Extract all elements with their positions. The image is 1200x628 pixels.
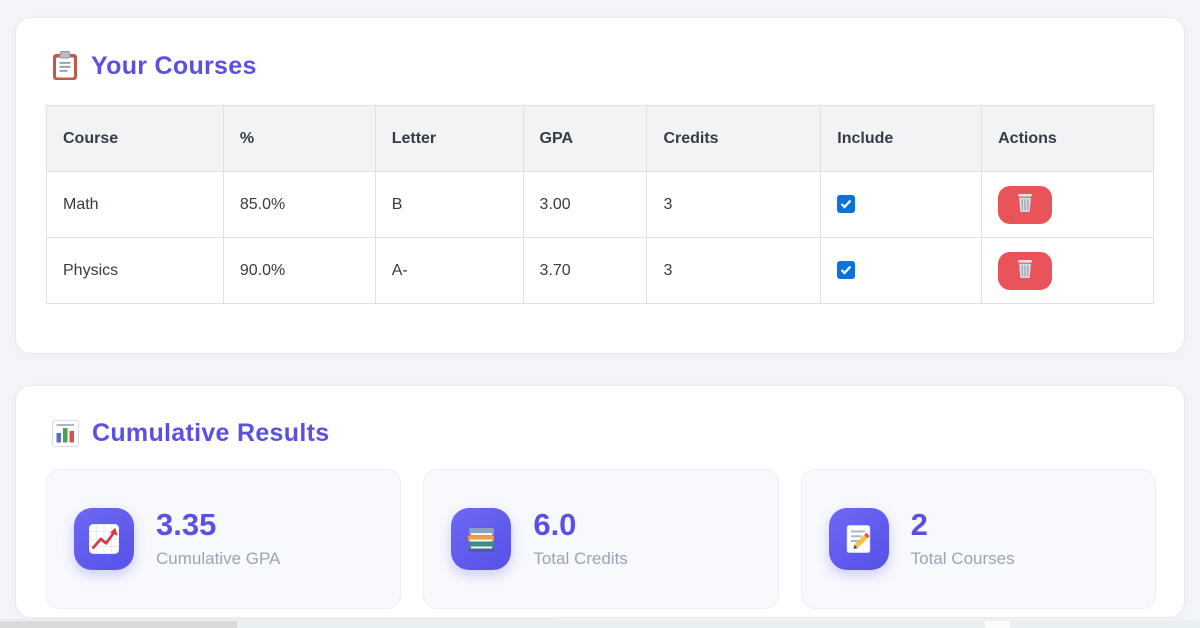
cell-course-name: Math — [46, 171, 224, 238]
cell-include — [820, 237, 983, 304]
courses-table: Course % Letter GPA Credits Include Acti… — [46, 105, 1154, 304]
books-icon — [451, 508, 512, 570]
cell-course-name: Physics — [46, 237, 224, 304]
bottom-partial-element-gap — [985, 621, 1010, 628]
delete-course-button[interactable] — [998, 251, 1053, 290]
stat-label: Total Credits — [533, 549, 628, 568]
col-header-actions: Actions — [981, 105, 1154, 172]
stat-value: 3.35 — [156, 507, 217, 542]
cell-credits: 3 — [646, 171, 822, 238]
cell-credits: 3 — [646, 237, 822, 304]
cell-actions — [981, 237, 1154, 304]
col-header-course: Course — [46, 105, 224, 172]
bottom-partial-scrollbar-thumb[interactable] — [0, 621, 237, 628]
col-header-credits: Credits — [646, 105, 822, 172]
stat-total-courses: 2 Total Courses — [800, 469, 1156, 609]
courses-card-title: Your Courses — [91, 51, 257, 80]
cell-letter: B — [374, 171, 524, 238]
bar-chart-icon — [52, 420, 79, 447]
stat-value: 2 — [910, 507, 928, 542]
courses-card-header: Your Courses — [16, 18, 1184, 81]
table-row: Physics 90.0% A- 3.70 3 — [46, 237, 1154, 304]
bottom-divider-line — [0, 619, 556, 620]
table-row: Math 85.0% B 3.00 3 — [46, 171, 1154, 238]
stat-total-credits: 6.0 Total Credits — [423, 469, 779, 609]
memo-icon — [828, 508, 889, 570]
cell-percent: 85.0% — [222, 171, 376, 238]
results-card-header: Cumulative Results — [16, 386, 1184, 448]
cell-gpa: 3.00 — [522, 171, 648, 238]
wastebasket-icon — [1016, 193, 1034, 216]
cell-include — [820, 171, 983, 238]
stat-label: Cumulative GPA — [156, 549, 281, 568]
col-header-percent: % — [222, 105, 376, 172]
stat-cumulative-gpa: 3.35 Cumulative GPA — [46, 469, 402, 609]
col-header-gpa: GPA — [522, 105, 648, 172]
stats-row: 3.35 Cumulative GPA — [46, 469, 1156, 609]
stat-text: 6.0 Total Credits — [533, 509, 627, 569]
results-card: Cumulative Results 3.35 — [15, 385, 1185, 618]
table-header-row: Course % Letter GPA Credits Include Acti… — [46, 105, 1154, 172]
courses-card: Your Courses Course % Letter GPA Credits… — [15, 17, 1185, 354]
include-checkbox[interactable] — [837, 195, 856, 214]
bottom-partial-element — [1010, 621, 1200, 628]
stat-value: 6.0 — [533, 507, 577, 542]
col-header-include: Include — [820, 105, 983, 172]
wastebasket-icon — [1016, 259, 1034, 282]
results-card-title: Cumulative Results — [92, 419, 330, 447]
delete-course-button[interactable] — [998, 185, 1053, 224]
cell-percent: 90.0% — [222, 237, 376, 304]
chart-increasing-icon — [74, 508, 134, 570]
col-header-letter: Letter — [374, 105, 524, 172]
stat-text: 3.35 Cumulative GPA — [156, 509, 280, 569]
cell-actions — [981, 171, 1154, 238]
include-checkbox[interactable] — [837, 261, 856, 280]
stat-label: Total Courses — [910, 549, 1015, 568]
clipboard-icon — [52, 51, 78, 81]
bottom-partial-element — [237, 621, 985, 628]
cell-letter: A- — [374, 237, 524, 304]
stat-text: 2 Total Courses — [911, 509, 1015, 569]
cell-gpa: 3.70 — [522, 237, 648, 304]
